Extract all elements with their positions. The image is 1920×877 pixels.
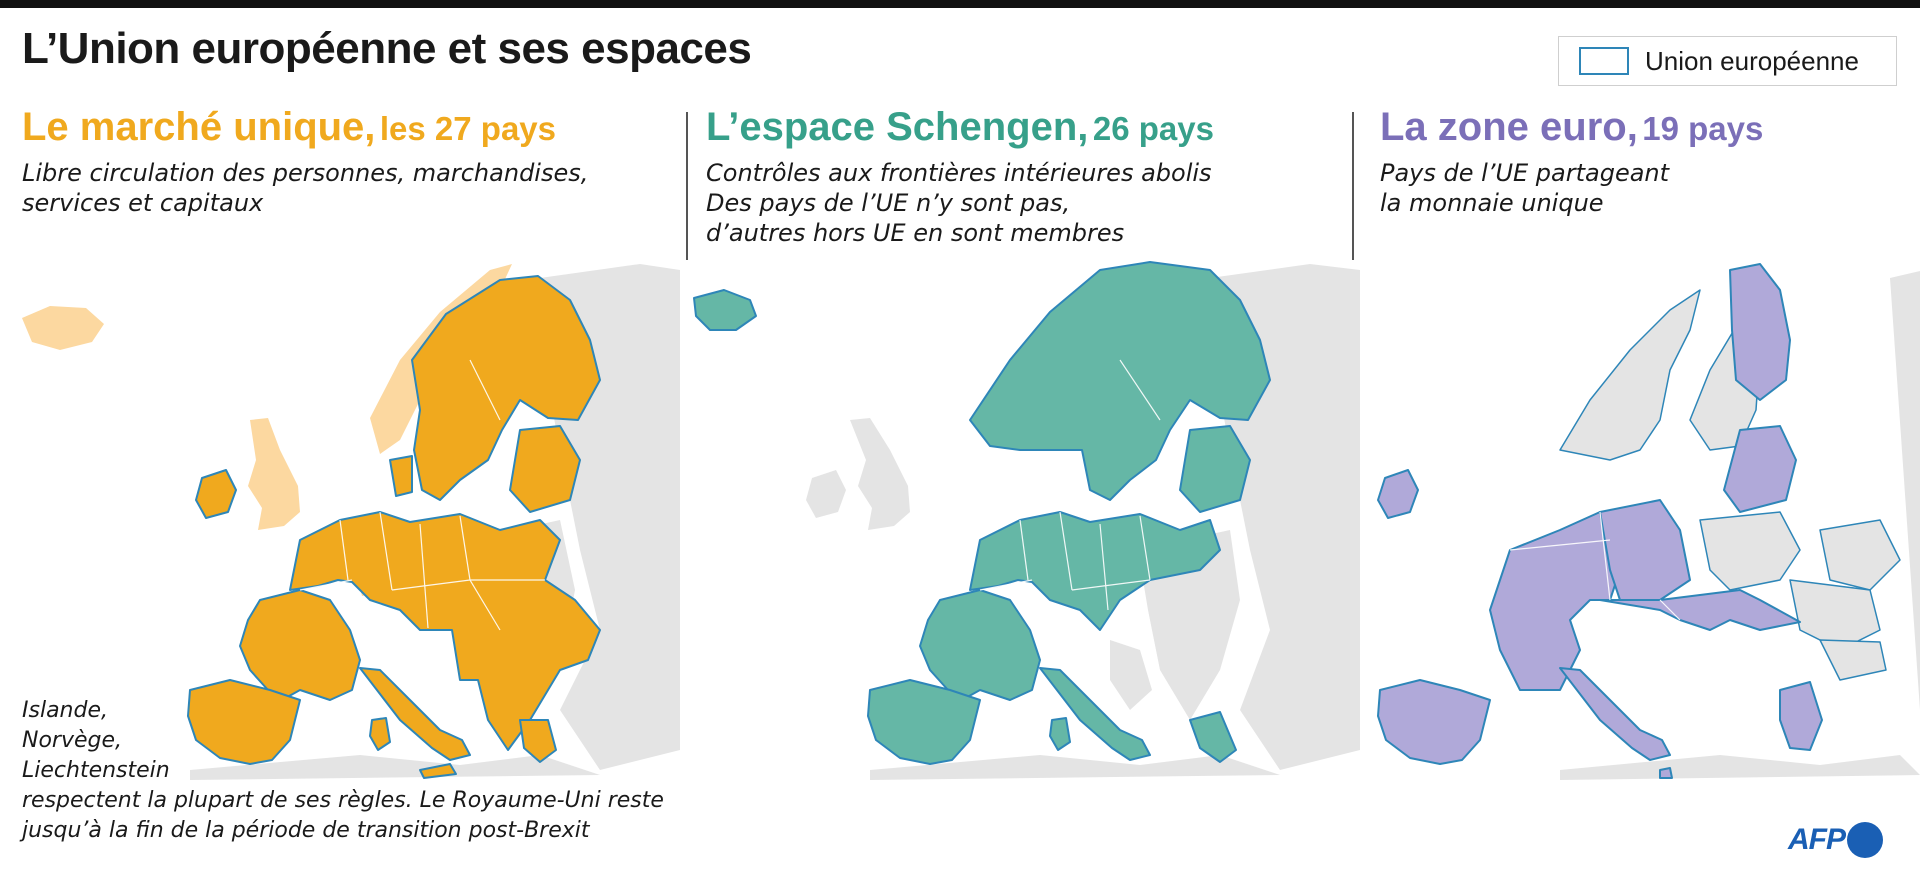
afp-logo: AFP xyxy=(1788,822,1883,858)
eu-members xyxy=(187,275,601,779)
euro-count: 19 pays xyxy=(1642,110,1764,147)
top-bar xyxy=(0,0,1920,8)
internal-borders xyxy=(1509,511,1681,621)
euro-members xyxy=(1377,263,1823,779)
schengen-members xyxy=(693,261,1271,765)
map-schengen xyxy=(680,250,1360,780)
divider xyxy=(686,112,688,260)
footnote-line: Norvège, xyxy=(22,728,123,753)
footnote-line: Liechtenstein xyxy=(22,758,170,783)
legend-label: Union européenne xyxy=(1645,45,1859,76)
marche-unique-heading: Le marché unique, les 27 pays xyxy=(22,105,556,150)
map-zone-euro xyxy=(1360,250,1920,780)
internal-borders xyxy=(979,359,1161,611)
footnote-line: jusqu’à la fin de la période de transiti… xyxy=(22,818,590,843)
description-line: d’autres hors UE en sont membres xyxy=(706,219,1125,247)
euro-heading: La zone euro, 19 pays xyxy=(1380,105,1763,150)
footnote-line: Islande, xyxy=(22,698,108,723)
description-line: Pays de l’UE partageant xyxy=(1380,159,1670,187)
legend: Union européenne xyxy=(1558,36,1897,86)
marche-unique-title: Le marché unique, xyxy=(22,105,376,149)
description-line: la monnaie unique xyxy=(1380,189,1604,217)
afp-logo-dot xyxy=(1847,822,1883,858)
non-member-land xyxy=(1559,270,1920,780)
divider xyxy=(1352,112,1354,260)
map-marche-unique xyxy=(0,250,680,780)
schengen-description: Contrôles aux frontières intérieures abo… xyxy=(706,158,1212,248)
euro-description: Pays de l’UE partageant la monnaie uniqu… xyxy=(1380,158,1669,218)
internal-borders xyxy=(299,359,545,631)
footnote-line: respectent la plupart de ses règles. Le … xyxy=(22,788,664,813)
marche-unique-description: Libre circulation des personnes, marchan… xyxy=(22,158,588,218)
marche-unique-count: les 27 pays xyxy=(379,110,557,147)
schengen-title: L’espace Schengen, xyxy=(706,105,1089,149)
page-title: L’Union européenne et ses espaces xyxy=(22,24,752,73)
footnote: Islande, Norvège, Liechtenstein respecte… xyxy=(22,696,664,846)
legend-swatch-eu xyxy=(1579,47,1629,75)
schengen-count: 26 pays xyxy=(1092,110,1214,147)
description-line: Des pays de l’UE n’y sont pas, xyxy=(706,189,1071,217)
description-line: services et capitaux xyxy=(22,189,264,217)
description-line: Contrôles aux frontières intérieures abo… xyxy=(706,159,1212,187)
euro-title: La zone euro, xyxy=(1380,105,1638,149)
afp-logo-text: AFP xyxy=(1788,823,1846,856)
description-line: Libre circulation des personnes, marchan… xyxy=(22,159,589,187)
schengen-heading: L’espace Schengen, 26 pays xyxy=(706,105,1214,150)
